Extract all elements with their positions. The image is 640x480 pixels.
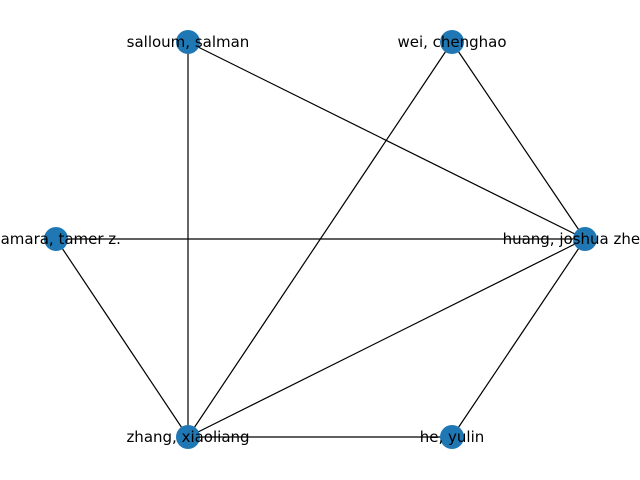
edge-he-huang: [451, 238, 586, 438]
nodes-layer: [44, 30, 597, 449]
node-label-namara: namara, tamer z.: [0, 230, 121, 248]
node-label-salloum: salloum, salman: [127, 33, 250, 51]
node-he: [440, 425, 464, 449]
node-wei: [440, 30, 464, 54]
node-label-wei: wei, chenghao: [397, 33, 506, 51]
node-label-he: he, yulin: [420, 428, 485, 446]
node-label-zhang: zhang, xiaoliang: [126, 428, 249, 446]
edges-layer: [55, 41, 586, 438]
node-salloum: [176, 30, 200, 54]
edge-wei-huang: [451, 41, 586, 240]
edge-zhang-huang: [187, 238, 586, 438]
edge-namara-zhang: [55, 238, 189, 438]
node-label-huang: huang, joshua zhexue: [503, 230, 640, 248]
node-zhang: [176, 425, 200, 449]
node-namara: [44, 227, 68, 251]
node-huang: [573, 227, 597, 251]
labels-layer: salloum, salman wei, chenghao namara, tame…: [0, 33, 640, 446]
